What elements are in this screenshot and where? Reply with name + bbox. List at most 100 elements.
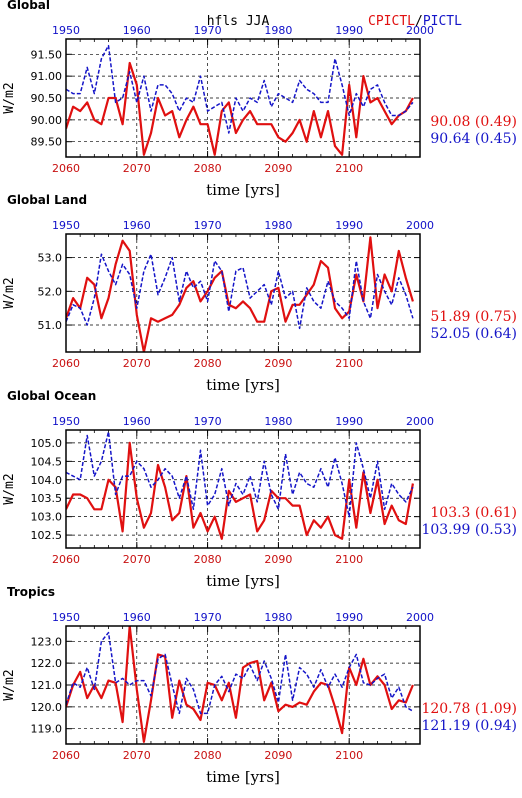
x-tick-label-top: 1970 [194,24,222,37]
series-line-pictl [66,253,414,330]
x-tick-label-top: 1990 [335,611,363,624]
x-tick-label-bottom: 2100 [335,357,363,370]
y-tick-label: 121.0 [31,679,63,692]
panel-title: Global [7,0,50,12]
x-tick-label-top: 2000 [406,415,434,428]
y-tick-label: 91.00 [31,70,63,83]
x-tick-label-bottom: 2090 [264,749,292,762]
panel-4: Tropics 119.0 120.0 121.0 122.0 123.0 2060 2070… [2,585,517,786]
legend-label: CPICTL/PICTL [368,14,462,29]
x-tick-label-top: 1970 [194,611,222,624]
x-tick-label-top: 1980 [264,415,292,428]
x-tick-label-bottom: 2080 [194,749,222,762]
y-tick-label: 102.5 [31,529,63,542]
y-tick-label: 104.5 [31,455,63,468]
x-tick-label-top: 2000 [406,611,434,624]
x-tick-label-bottom: 2070 [123,162,151,175]
x-tick-label-top: 1960 [123,219,151,232]
plot-frame [65,38,421,158]
x-axis-label: time [yrs] [206,572,280,590]
x-axis-label: time [yrs] [206,376,280,394]
legend-cpictl: CPICTL [368,14,415,29]
legend-pictl: PICTL [423,14,462,29]
y-axis-label: W/m2 [2,82,17,113]
x-tick-label-bottom: 2080 [194,162,222,175]
y-tick-label: 104.0 [31,474,63,487]
y-axis-label: W/m2 [2,669,17,700]
x-tick-label-bottom: 2090 [264,357,292,370]
x-tick-label-top: 2000 [406,219,434,232]
plot-frame [65,429,421,549]
y-tick-label: 91.50 [31,48,63,61]
stat-label-cpictl: 120.78 (1.09) [421,701,517,717]
x-tick-label-bottom: 2090 [264,162,292,175]
x-tick-label-bottom: 2100 [335,749,363,762]
x-tick-label-top: 1980 [264,611,292,624]
x-axis-label: time [yrs] [206,768,280,786]
y-tick-label: 90.00 [31,114,63,127]
x-tick-label-top: 1950 [52,611,80,624]
y-tick-label: 103.5 [31,492,63,505]
y-tick-label: 122.0 [31,657,63,670]
x-tick-label-bottom: 2080 [194,357,222,370]
stat-label-pictl: 121.19 (0.94) [421,718,517,734]
plot-frame [65,625,421,745]
stat-label-pictl: 103.99 (0.53) [421,522,517,538]
x-tick-label-bottom: 2070 [123,749,151,762]
panel-title: Global Land [7,193,87,207]
y-axis-label: W/m2 [2,473,17,504]
series-line-pictl [66,44,414,134]
x-tick-label-top: 1960 [123,24,151,37]
y-tick-label: 120.0 [31,701,63,714]
legend-separator: / [415,14,423,29]
x-tick-label-top: 1970 [194,415,222,428]
x-tick-label-bottom: 2100 [335,553,363,566]
x-tick-label-top: 1970 [194,219,222,232]
x-tick-label-top: 2000 [406,24,434,37]
x-tick-label-bottom: 2080 [194,553,222,566]
x-tick-label-bottom: 2070 [123,357,151,370]
y-tick-label: 103.0 [31,511,63,524]
stat-label-pictl: 90.64 (0.45) [430,131,517,147]
series-line-cpictl [66,236,414,352]
x-tick-label-bottom: 2060 [52,162,80,175]
x-tick-label-bottom: 2060 [52,553,80,566]
series-line-pictl [66,631,414,715]
series-line-cpictl [66,441,414,540]
y-tick-label: 105.0 [31,437,63,450]
y-tick-label: 89.50 [31,136,63,149]
x-tick-label-top: 1960 [123,611,151,624]
x-tick-label-top: 1950 [52,219,80,232]
y-tick-label: 51.0 [38,319,63,332]
stat-label-cpictl: 51.89 (0.75) [430,309,517,325]
panel-1: Global 89.50 90.00 90.50 91.00 91.50 2060 2070 2… [2,0,517,199]
x-tick-label-top: 1990 [335,24,363,37]
panels-group: Global 89.50 90.00 90.50 91.00 91.50 2060 2070 2… [2,0,517,786]
series-line-cpictl [66,626,414,743]
x-tick-label-top: 1950 [52,24,80,37]
y-tick-label: 90.50 [31,92,63,105]
plot-frame [65,233,421,353]
y-tick-label: 123.0 [31,635,63,648]
y-tick-label: 52.0 [38,285,63,298]
x-tick-label-bottom: 2060 [52,749,80,762]
y-tick-label: 119.0 [31,723,63,736]
panel-title: Global Ocean [7,389,96,403]
x-tick-label-bottom: 2100 [335,162,363,175]
x-tick-label-top: 1990 [335,415,363,428]
stat-label-pictl: 52.05 (0.64) [430,326,517,342]
x-tick-label-bottom: 2070 [123,553,151,566]
series-line-pictl [66,431,414,518]
x-tick-label-top: 1990 [335,219,363,232]
panel-2: Global Land 51.0 52.0 53.0 2060 2070 2080 2090 2… [2,193,517,394]
variable-label: hfls JJA [207,14,270,29]
x-tick-label-bottom: 2060 [52,357,80,370]
x-tick-label-top: 1980 [264,24,292,37]
stat-label-cpictl: 103.3 (0.61) [430,505,517,521]
panel-3: Global Ocean 102.5 103.0 103.5 104.0 104.5 105… [2,389,517,590]
y-tick-label: 53.0 [38,252,63,265]
panel-title: Tropics [7,585,55,599]
x-axis-label: time [yrs] [206,181,280,199]
y-axis-label: W/m2 [2,277,17,308]
